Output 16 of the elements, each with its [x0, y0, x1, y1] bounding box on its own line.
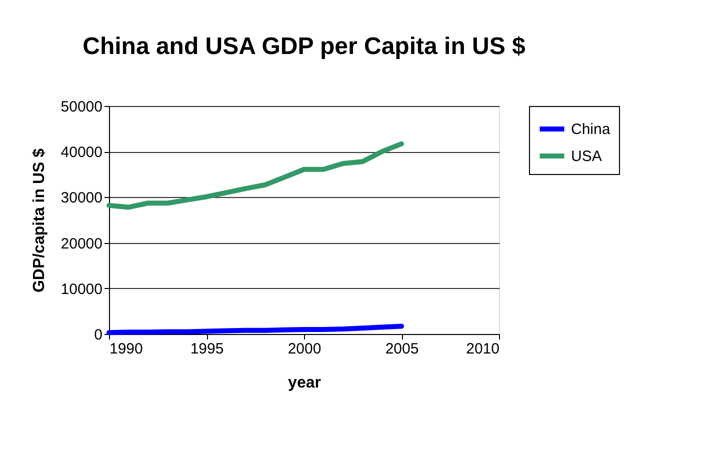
x-tick-label: 2005 [385, 340, 419, 358]
x-tick-label: 2000 [288, 340, 322, 358]
legend-label: China [571, 121, 611, 138]
legend-label: USA [571, 148, 602, 165]
y-tick-label: 40000 [60, 144, 102, 162]
y-axis-title: GDP/capita in US $ [30, 148, 48, 293]
y-tick-label: 0 [94, 326, 102, 344]
y-tick-label: 30000 [60, 190, 102, 207]
y-tick-label: 50000 [60, 98, 102, 116]
x-tick-label: 1995 [190, 340, 224, 358]
y-tick-label: 20000 [60, 235, 102, 252]
x-tick-label: 1990 [110, 340, 143, 358]
y-tick-label: 10000 [60, 280, 102, 298]
chart-title: China and USA GDP per Capita in US $ [82, 33, 526, 60]
x-axis-title: year [288, 374, 321, 392]
x-tick-label: 2010 [466, 340, 500, 358]
